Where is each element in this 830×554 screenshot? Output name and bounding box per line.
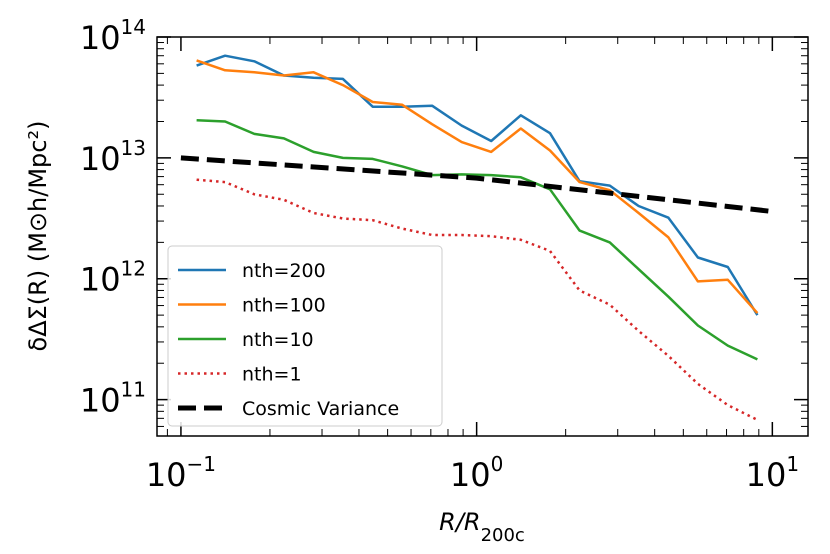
axis-ticks (157, 36, 808, 437)
y-axis-label: δΔΣ(R) (M⊙h/Mpc²) (24, 121, 52, 352)
y-tick-label: 1012 (80, 257, 146, 299)
tick-labels: 10−1 100 101 1011 1012 1013 1014 (80, 15, 799, 494)
legend-entry: nth=1 (242, 364, 302, 386)
legend-entry: Cosmic Variance (242, 398, 399, 420)
x-tick-label: 101 (746, 452, 799, 494)
legend-entry: nth=100 (242, 295, 326, 317)
y-tick-label: 1014 (80, 15, 146, 57)
y-tick-label: 1011 (80, 378, 146, 420)
x-tick-label: 10−1 (146, 452, 216, 494)
series-line-nth-10 (196, 118, 758, 361)
y-tick-label: 1013 (80, 136, 146, 178)
legend-entry: nth=200 (242, 260, 326, 282)
legend: nth=200 nth=100 nth=10 nth=1 Cosmic Variance (167, 245, 443, 427)
x-tick-label: 100 (450, 452, 503, 494)
plot-frame (156, 36, 809, 437)
series-line-nth-1 (196, 178, 758, 422)
series-line-cosmic-variance (180, 155, 773, 214)
series-layer (180, 54, 773, 422)
legend-entry: nth=10 (242, 329, 314, 351)
legend-box (167, 245, 443, 427)
x-axis-label: R/R200c (439, 508, 525, 546)
series-line-nth-100 (196, 59, 759, 314)
